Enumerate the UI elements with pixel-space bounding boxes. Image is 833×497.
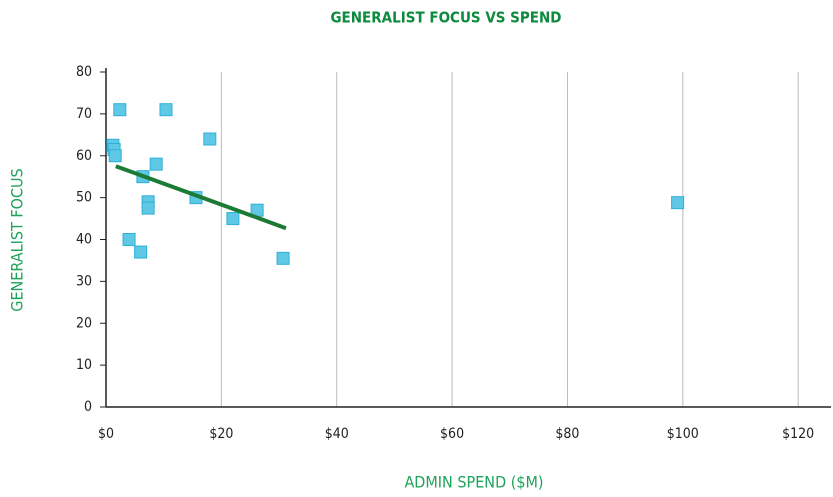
point	[159, 103, 173, 117]
x-tick-label: $120	[782, 426, 814, 442]
y-tick-label: 10	[76, 357, 92, 373]
point	[203, 132, 217, 146]
y-tick-label: 80	[76, 64, 92, 80]
point	[141, 201, 155, 215]
chart-title: GENERALIST FOCUS VS SPEND	[330, 9, 561, 27]
point	[122, 233, 136, 246]
point	[134, 245, 148, 259]
point	[113, 103, 127, 117]
y-tick-label: 60	[76, 148, 92, 164]
point	[276, 251, 290, 265]
x-tick-label: $0	[98, 426, 114, 442]
x-axis-label: ADMIN SPEND ($M)	[404, 473, 543, 492]
point	[108, 149, 122, 163]
x-tick-label: $60	[440, 426, 464, 442]
point	[671, 196, 685, 210]
y-tick-label: 40	[76, 232, 92, 248]
y-tick-label: 70	[76, 106, 92, 122]
y-tick-label: 20	[76, 315, 92, 331]
trendline	[115, 164, 287, 231]
x-tick-label: $100	[667, 426, 699, 442]
point	[226, 212, 240, 226]
y-axis-label: GENERALIST FOCUS	[8, 168, 27, 311]
y-tick-label: 30	[76, 273, 92, 289]
x-tick-label: $20	[209, 426, 233, 442]
y-tick-label: 50	[76, 190, 92, 206]
point	[149, 157, 163, 171]
x-tick-label: $80	[555, 426, 579, 442]
y-tick-label: 0	[84, 399, 92, 415]
x-tick-label: $40	[325, 426, 349, 442]
